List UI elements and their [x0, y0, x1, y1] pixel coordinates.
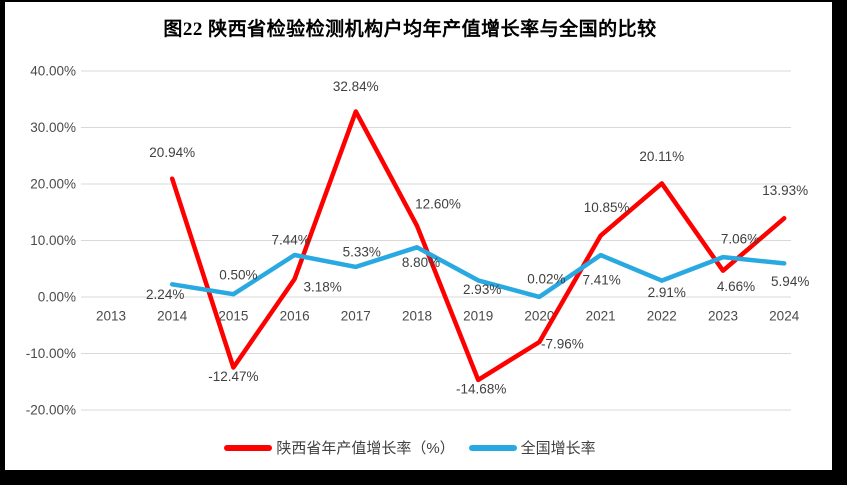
data-label: 5.94% — [771, 274, 809, 289]
data-label: 4.66% — [717, 279, 755, 294]
data-label: 5.33% — [343, 244, 381, 259]
data-label: -7.96% — [541, 336, 584, 351]
x-axis-tick-label: 2023 — [708, 309, 738, 324]
data-label: 2.91% — [648, 285, 686, 300]
data-label: 32.84% — [333, 79, 379, 94]
black-frame-bottom — [0, 470, 847, 485]
chart-title: 图22 陕西省检验检测机构户均年产值增长率与全国的比较 — [163, 19, 657, 40]
x-axis-tick-label: 2021 — [586, 309, 616, 324]
national-growth-line — [169, 245, 787, 300]
shaanxi-growth-line — [169, 109, 787, 383]
y-axis-tick-label: -20.00% — [26, 403, 76, 418]
x-axis-tick-label: 2015 — [218, 309, 248, 324]
x-axis-tick-label: 2016 — [280, 309, 310, 324]
y-axis-tick-label: 30.00% — [30, 120, 76, 135]
data-label: -14.68% — [456, 381, 506, 396]
x-axis-tick-label: 2022 — [647, 309, 677, 324]
x-axis-tick-label: 2024 — [769, 309, 800, 324]
y-axis-tick-label: 20.00% — [30, 177, 76, 192]
black-frame-top — [0, 0, 847, 2]
y-axis-tick-label: 10.00% — [30, 233, 76, 248]
x-axis-tick-label: 2013 — [96, 309, 126, 324]
y-axis-tick-label: 40.00% — [30, 64, 76, 79]
data-label: 7.41% — [582, 273, 620, 288]
legend-item-national: 全国增长率 — [468, 437, 596, 458]
x-axis-tick-label: 2014 — [157, 309, 188, 324]
data-label: 0.02% — [527, 271, 565, 286]
data-label: 12.60% — [415, 196, 461, 211]
legend-label-national: 全国增长率 — [520, 440, 596, 457]
legend-item-shaanxi: 陕西省年产值增长率（%） — [224, 437, 455, 458]
data-label: -12.47% — [208, 369, 258, 384]
data-label: 10.85% — [584, 200, 630, 215]
x-axis-tick-label: 2019 — [463, 309, 493, 324]
data-label: 20.94% — [149, 145, 195, 160]
data-label: 8.80% — [402, 255, 440, 270]
x-axis-tick-label: 2018 — [402, 309, 432, 324]
data-label: 2.93% — [463, 282, 501, 297]
data-label: 0.50% — [219, 268, 257, 283]
data-label: 7.06% — [721, 232, 759, 247]
data-label: 2.24% — [146, 287, 184, 302]
legend-label-shaanxi: 陕西省年产值增长率（%） — [276, 440, 455, 457]
black-frame-right — [832, 0, 847, 485]
legend-swatch-national — [468, 444, 517, 451]
y-axis-tick-label: 0.00% — [38, 290, 76, 305]
x-axis-tick-label: 2020 — [524, 309, 554, 324]
black-frame-left — [0, 0, 5, 485]
data-label: 20.11% — [639, 149, 684, 164]
y-axis-tick-label: -10.00% — [26, 346, 76, 361]
data-label: 13.93% — [762, 183, 808, 198]
x-axis-tick-label: 2017 — [341, 309, 371, 324]
data-label: 3.18% — [303, 280, 341, 295]
data-label: 7.44% — [271, 232, 309, 247]
legend-swatch-shaanxi — [224, 444, 273, 451]
chart-legend: 陕西省年产值增长率（%） 全国增长率 — [0, 437, 820, 458]
